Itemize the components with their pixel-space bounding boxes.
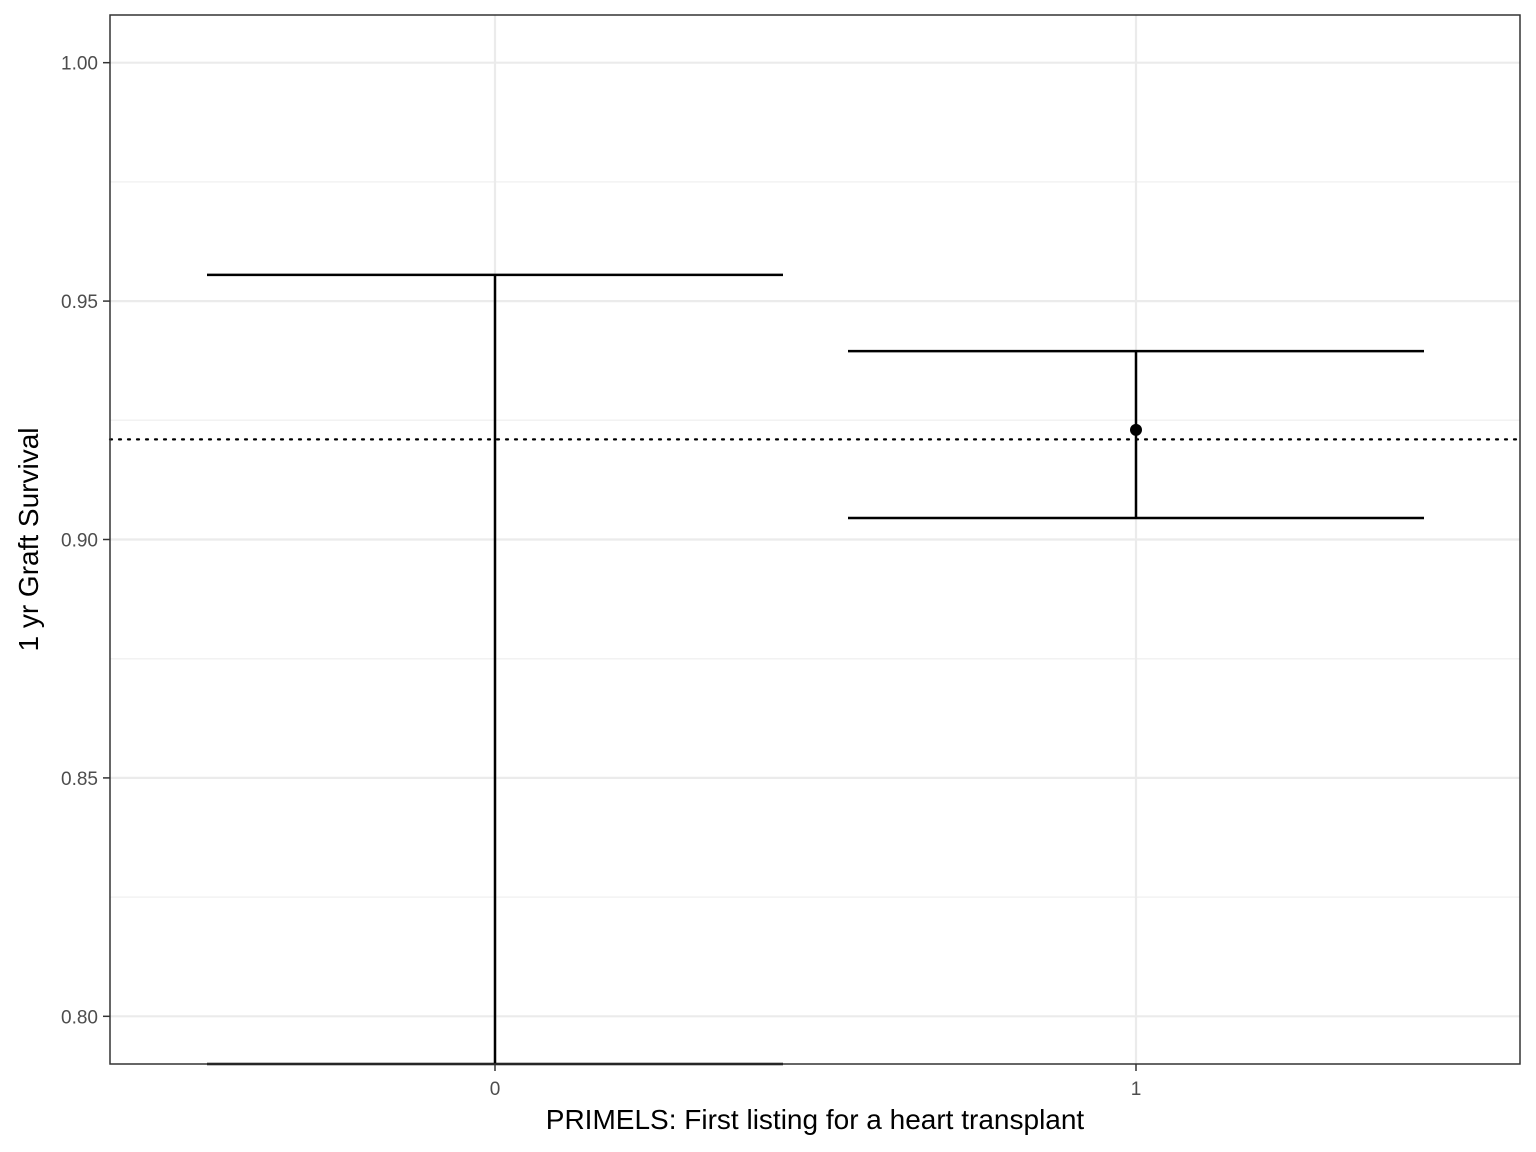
y-tick-label: 0.85	[61, 769, 98, 790]
x-tick-label: 0	[490, 1079, 501, 1100]
x-axis-title: PRIMELS: First listing for a heart trans…	[546, 1104, 1085, 1135]
point-estimate-1	[1130, 423, 1142, 436]
minor-gridlines	[110, 181, 1520, 898]
y-tick-label: 0.80	[61, 1007, 98, 1028]
y-tick-label: 0.90	[61, 531, 98, 552]
y-axis-ticks: 0.80 0.85 0.90 0.95 1.00	[61, 54, 110, 1028]
y-tick-label: 0.95	[61, 292, 98, 313]
y-axis-title: 1 yr Graft Survival	[13, 427, 44, 651]
x-tick-label: 1	[1131, 1079, 1142, 1100]
y-tick-label: 1.00	[61, 54, 98, 75]
